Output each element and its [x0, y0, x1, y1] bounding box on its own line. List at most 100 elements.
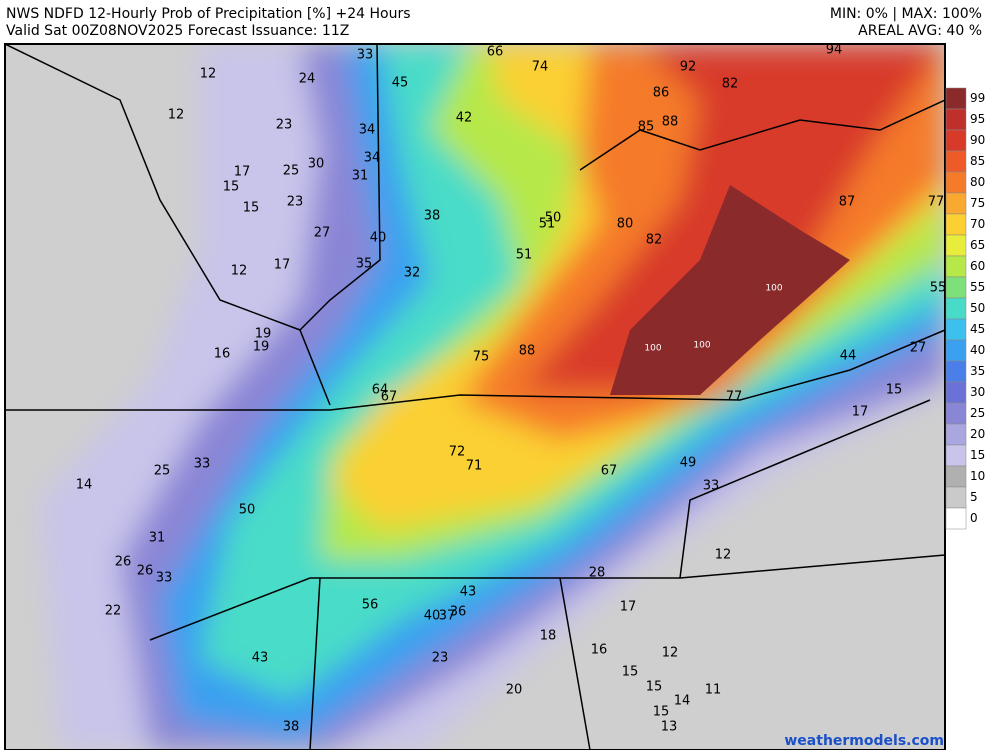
colorbar-label: 95: [970, 112, 985, 126]
point-value: 45: [392, 76, 409, 91]
point-value: 19: [253, 340, 270, 355]
point-value: 44: [840, 349, 857, 364]
point-value: 74: [532, 60, 549, 75]
point-value: 26: [115, 555, 132, 570]
point-value: 67: [381, 390, 398, 405]
point-value: 27: [314, 226, 331, 241]
point-value: 15: [223, 180, 240, 195]
point-value: 12: [231, 264, 248, 279]
point-value: 15: [646, 680, 663, 695]
point-value: 33: [703, 479, 720, 494]
colorbar-label: 15: [970, 448, 985, 462]
point-value: 40: [370, 231, 387, 246]
point-value: 23: [287, 195, 304, 210]
colorbar-label: 80: [970, 175, 985, 189]
point-value: 88: [662, 115, 679, 130]
point-value: 20: [506, 683, 523, 698]
colorbar-swatch: [945, 297, 967, 320]
colorbar-label: 0: [970, 511, 978, 525]
colorbar-swatch: [945, 234, 967, 257]
point-value: 40: [424, 609, 441, 624]
colorbar-swatch: [945, 339, 967, 362]
point-value: 64: [372, 383, 389, 398]
point-value: 17: [274, 258, 291, 273]
point-value: 77: [928, 195, 945, 210]
point-value: 23: [432, 651, 449, 666]
valid-time: Valid Sat 00Z08NOV2025 Forecast Issuance…: [6, 23, 349, 39]
point-value: 86: [653, 86, 670, 101]
point-value: 16: [591, 643, 608, 658]
watermark: weathermodels.com: [784, 733, 944, 749]
point-value: 37: [439, 609, 456, 624]
colorbar-swatch: [945, 129, 967, 152]
colorbar-swatch: [945, 318, 967, 341]
min-max: MIN: 0% | MAX: 100%: [830, 6, 982, 22]
point-value: 100: [644, 344, 661, 354]
point-value: 50: [545, 211, 562, 226]
title: NWS NDFD 12-Hourly Prob of Precipitation…: [6, 6, 411, 22]
point-value: 88: [519, 344, 536, 359]
colorbar-swatch: [945, 507, 967, 530]
point-value: 80: [617, 217, 634, 232]
colorbar-label: 75: [970, 196, 985, 210]
areal-average: AREAL AVG: 40 %: [858, 23, 982, 39]
colorbar-label: 35: [970, 364, 985, 378]
point-value: 15: [622, 665, 639, 680]
point-value: 66: [487, 45, 504, 60]
point-value: 17: [852, 405, 869, 420]
point-value: 38: [424, 209, 441, 224]
point-value: 51: [516, 248, 533, 263]
point-value: 49: [680, 456, 697, 471]
colorbar-swatch: [945, 108, 967, 131]
colorbar-swatch: [945, 87, 967, 110]
point-value: 71: [466, 459, 483, 474]
point-value: 14: [674, 694, 691, 709]
point-value: 12: [200, 67, 217, 82]
point-value: 19: [255, 327, 272, 342]
state-borders: [5, 44, 945, 750]
point-value: 30: [308, 157, 325, 172]
point-value: 31: [352, 169, 369, 184]
colorbar-swatch: [945, 402, 967, 425]
colorbar-label: 70: [970, 217, 985, 231]
point-value: 75: [473, 350, 490, 365]
point-value: 14: [76, 478, 93, 493]
point-value: 92: [680, 60, 697, 75]
point-value: 25: [154, 464, 171, 479]
point-value: 31: [149, 531, 166, 546]
point-value: 15: [653, 705, 670, 720]
colorbar-label: 40: [970, 343, 985, 357]
colorbar-swatch: [945, 255, 967, 278]
point-value: 17: [620, 600, 637, 615]
point-value: 28: [589, 566, 606, 581]
point-value: 11: [705, 683, 722, 698]
point-value: 12: [168, 108, 185, 123]
colorbar-swatch: [945, 171, 967, 194]
point-value: 22: [105, 604, 122, 619]
point-value: 27: [910, 341, 927, 356]
point-value: 36: [450, 605, 467, 620]
colorbar-label: 55: [970, 280, 985, 294]
colorbar-swatch: [945, 213, 967, 236]
colorbar-label: 65: [970, 238, 985, 252]
colorbar-label: 50: [970, 301, 985, 315]
point-value: 100: [693, 341, 710, 351]
point-value: 33: [357, 48, 374, 63]
colorbar-label: 10: [970, 469, 985, 483]
colorbar-label: 45: [970, 322, 985, 336]
point-value: 43: [460, 585, 477, 600]
point-value: 82: [722, 77, 739, 92]
point-value: 42: [456, 111, 473, 126]
point-value: 72: [449, 445, 466, 460]
colorbar-label: 5: [970, 490, 978, 504]
point-value: 18: [540, 629, 557, 644]
point-value: 33: [156, 571, 173, 586]
point-value: 34: [364, 151, 381, 166]
colorbar-swatch: [945, 423, 967, 446]
point-value: 13: [661, 720, 678, 735]
point-value: 50: [239, 503, 256, 518]
point-value: 38: [283, 720, 300, 735]
point-value: 24: [299, 72, 316, 87]
precip-field: [5, 44, 945, 750]
